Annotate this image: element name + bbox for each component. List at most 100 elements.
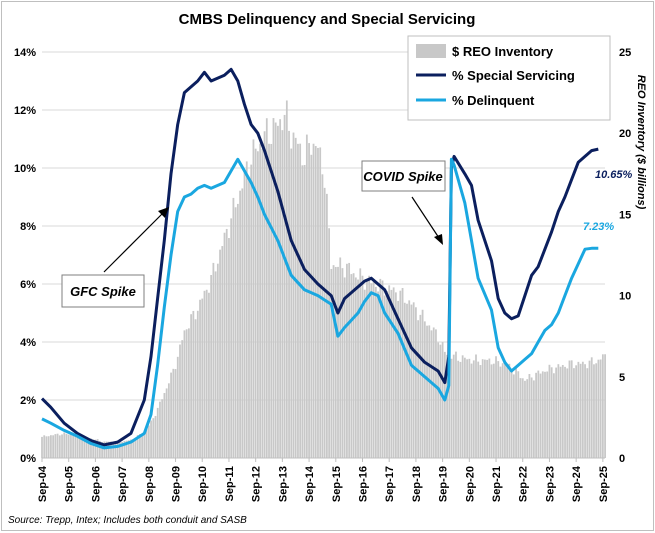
reo-bar	[392, 287, 395, 458]
reo-bar	[270, 143, 273, 458]
reo-bar	[290, 148, 293, 458]
reo-bar	[219, 249, 221, 458]
reo-bar	[292, 132, 295, 458]
right-axis-title: REO Inventory ($ billions)	[635, 75, 647, 210]
reo-bar	[581, 361, 584, 458]
reo-bar	[412, 302, 415, 458]
reo-bar	[532, 380, 535, 458]
reo-bar	[579, 363, 582, 458]
reo-bar	[154, 415, 157, 458]
reo-bar	[123, 440, 126, 458]
reo-bar	[450, 358, 453, 458]
reo-bar	[85, 437, 88, 458]
x-tick-label: Sep-19	[438, 466, 450, 502]
reo-bar	[519, 378, 522, 458]
reo-bar	[399, 290, 402, 458]
reo-bar	[555, 367, 558, 458]
reo-bar	[125, 440, 128, 458]
reo-bar	[566, 368, 569, 458]
reo-bar	[54, 434, 57, 458]
reo-bar	[297, 143, 299, 459]
reo-bar	[96, 439, 99, 458]
reo-bar	[52, 435, 55, 458]
reo-bar	[604, 354, 606, 458]
x-tick-label: Sep-04	[37, 465, 49, 502]
reo-bar	[419, 314, 422, 458]
reo-bar	[537, 370, 540, 458]
reo-bar	[463, 357, 466, 458]
reo-bar	[448, 354, 451, 458]
reo-bar	[584, 364, 586, 458]
reo-bar	[573, 368, 575, 458]
reo-bar	[172, 368, 175, 458]
reo-bar	[81, 437, 83, 458]
reo-bar	[274, 122, 277, 459]
reo-bar	[143, 432, 146, 458]
reo-bar	[248, 178, 250, 459]
reo-bar	[370, 283, 373, 458]
reo-bar	[314, 146, 317, 458]
reo-bar	[455, 351, 457, 458]
reo-bar	[70, 434, 72, 458]
reo-bar	[221, 246, 224, 458]
special-servicing-end-label: 10.65%	[595, 169, 633, 181]
reo-bar	[58, 435, 61, 458]
reo-bar	[76, 434, 79, 458]
reo-bar	[188, 328, 190, 458]
reo-bar	[101, 442, 103, 458]
y-left-tick-label: 12%	[14, 105, 36, 117]
reo-bar	[475, 354, 477, 458]
reo-bar	[499, 366, 502, 458]
reo-bar	[150, 420, 152, 458]
reo-bar	[196, 310, 199, 458]
reo-bar	[348, 262, 351, 458]
reo-bar	[130, 439, 132, 458]
x-tick-label: Sep-11	[224, 466, 236, 501]
reo-bar	[72, 435, 75, 458]
reo-bar	[252, 139, 255, 458]
reo-bar	[361, 275, 364, 458]
reo-bar	[506, 364, 509, 458]
y-right-tick-label: 5	[619, 372, 625, 384]
reo-bar	[105, 441, 108, 458]
reo-bar	[446, 354, 448, 458]
reo-bar	[397, 300, 399, 458]
reo-bar	[121, 441, 124, 458]
gfc-callout: GFC Spike	[61, 207, 169, 308]
y-right-tick-label: 20	[619, 128, 631, 140]
reo-bar	[528, 374, 531, 458]
covid-callout-box	[361, 160, 446, 192]
reo-bar	[354, 277, 357, 458]
reo-bar	[156, 407, 159, 458]
reo-bar	[452, 354, 455, 458]
reo-bar	[541, 371, 544, 458]
y-right-tick-label: 15	[619, 209, 631, 221]
reo-bar	[328, 228, 330, 458]
legend: $ REO Inventory % Special Servicing % De…	[407, 35, 611, 121]
reo-bar	[548, 364, 551, 458]
x-tick-label: Sep-07	[117, 466, 129, 502]
reo-bar	[366, 280, 368, 458]
reo-bar	[205, 289, 208, 458]
reo-bar	[110, 441, 112, 458]
reo-bar	[299, 143, 302, 458]
y-left-tick-label: 6%	[20, 279, 36, 291]
reo-bar	[223, 232, 226, 458]
reo-bar	[43, 435, 46, 458]
reo-bar	[214, 271, 217, 458]
reo-bar	[479, 365, 482, 458]
reo-bar	[426, 325, 428, 458]
reo-inventory-bars	[41, 100, 606, 459]
reo-bar	[553, 373, 555, 458]
x-tick-label: Sep-12	[251, 466, 263, 502]
reo-bar	[488, 358, 491, 458]
x-tick-label: Sep-09	[171, 466, 183, 502]
reo-bar	[41, 436, 43, 458]
reo-bar	[577, 361, 580, 458]
reo-bar	[87, 438, 90, 458]
reo-bar	[586, 368, 589, 458]
covid-arrow-head	[434, 234, 443, 245]
legend-label-reo: $ REO Inventory	[452, 44, 554, 59]
reo-bar	[317, 147, 319, 459]
reo-bar	[183, 330, 186, 458]
